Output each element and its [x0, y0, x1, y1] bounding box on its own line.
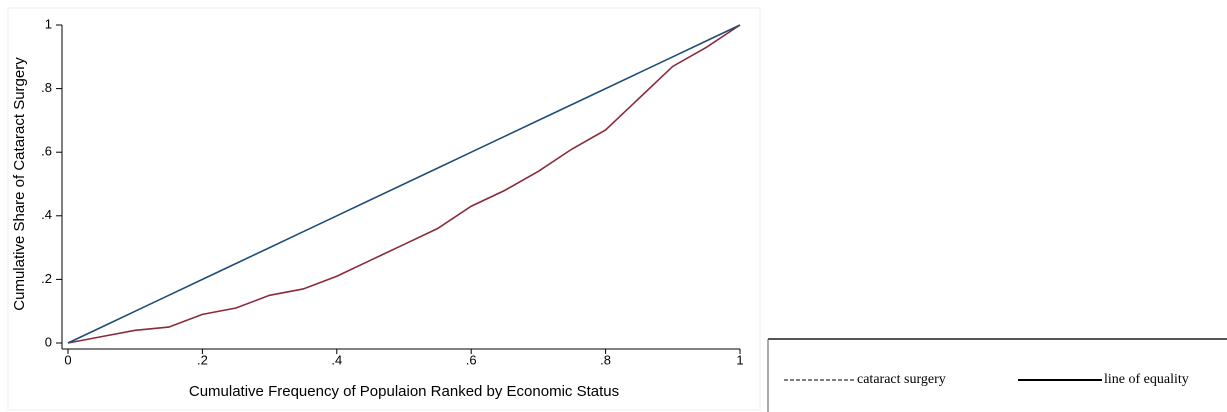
y-tick-label: .8 — [41, 80, 52, 95]
legend: cataract surgery line of equality — [767, 338, 1227, 412]
x-tick-label: 1 — [736, 352, 743, 367]
y-tick-label: .4 — [41, 207, 52, 222]
x-tick-label: .2 — [197, 352, 208, 367]
x-tick-label: 0 — [64, 352, 71, 367]
chart-frame — [7, 7, 761, 411]
y-tick-label: 0 — [45, 334, 52, 349]
y-tick-label: 1 — [45, 16, 52, 31]
legend-label: line of equality — [1104, 372, 1189, 387]
x-axis-title: Cumulative Frequency of Populaion Ranked… — [189, 383, 619, 400]
y-axis-title: Cumulative Share of Cataract Surgery — [11, 57, 28, 311]
series-line — [67, 24, 741, 344]
x-tick-label: .4 — [331, 352, 342, 367]
legend-label: cataract surgery — [857, 372, 946, 387]
y-tick-label: .6 — [41, 144, 52, 159]
y-tick-label: .2 — [41, 271, 52, 286]
x-tick-label: .8 — [600, 352, 611, 367]
series-line — [67, 24, 741, 344]
x-tick-label: .6 — [466, 352, 477, 367]
